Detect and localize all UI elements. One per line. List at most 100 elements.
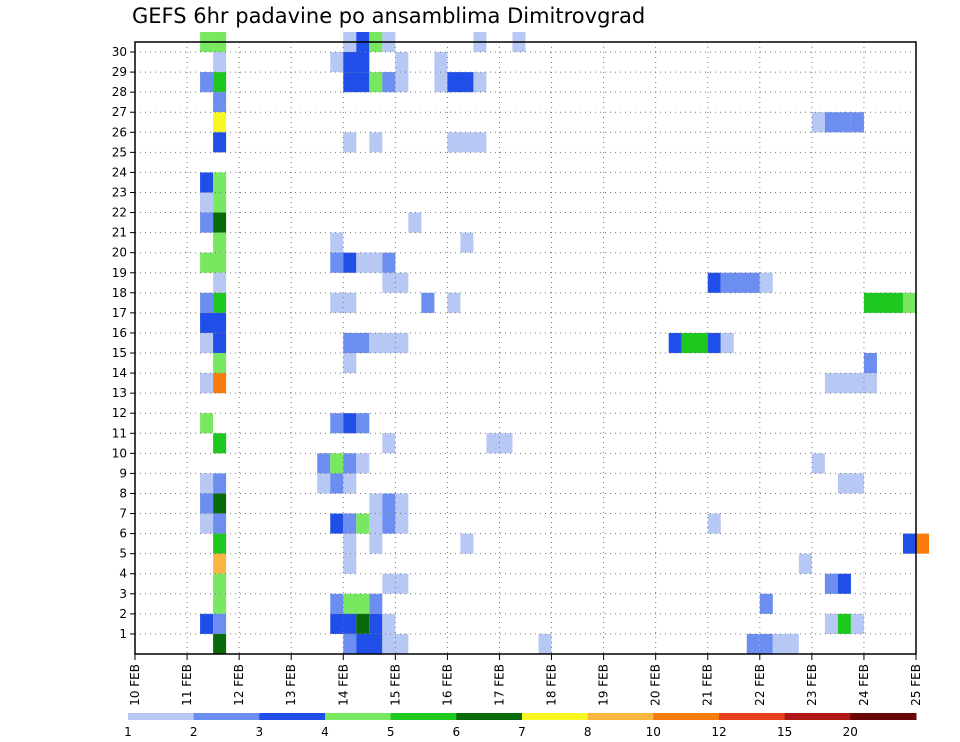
colorbar-label: 12 (711, 725, 726, 739)
precip-cell (837, 473, 864, 494)
precip-cell (408, 212, 422, 233)
y-tick-label: 19 (112, 266, 127, 280)
precip-cell (382, 573, 409, 594)
precip-cell (382, 613, 396, 634)
x-tick-label: 25 FEB (909, 664, 923, 706)
precip-cell (421, 292, 435, 313)
precip-cell (213, 593, 227, 614)
precip-cell (213, 172, 227, 193)
colorbar-label: 1 (124, 725, 132, 739)
precip-cell (343, 72, 370, 93)
precip-cell (213, 72, 227, 93)
precip-cell (395, 72, 409, 93)
precip-cell (213, 292, 227, 313)
precip-cell (382, 252, 396, 273)
y-tick-label: 14 (112, 366, 127, 380)
y-tick-label: 1 (119, 627, 127, 641)
y-tick-label: 28 (112, 85, 127, 99)
y-tick-label: 30 (112, 45, 127, 59)
precip-cell (369, 493, 383, 514)
precip-cell (213, 272, 227, 293)
colorbar-label: 7 (518, 725, 526, 739)
y-tick-label: 15 (112, 346, 127, 360)
precip-cell (681, 332, 708, 354)
precip-cell (200, 72, 214, 93)
precip-cell (213, 533, 227, 554)
precip-cell (213, 553, 227, 574)
precip-cell (200, 252, 227, 273)
precip-cell (213, 513, 227, 534)
precip-cell (343, 453, 357, 474)
precip-cell (720, 332, 734, 354)
plot-frame (134, 41, 917, 655)
precip-cell (356, 513, 370, 534)
y-tick-label: 26 (112, 125, 127, 139)
precip-cell (902, 533, 916, 554)
precip-cell (213, 493, 227, 514)
precip-cell (707, 513, 721, 534)
precip-cell (343, 252, 357, 273)
precip-cell (746, 633, 760, 654)
precip-cell (356, 613, 370, 634)
precip-cell (863, 292, 903, 313)
precip-cell (200, 513, 214, 534)
precip-cell (356, 252, 383, 273)
precip-cell (382, 433, 396, 454)
y-tick-label: 17 (112, 306, 127, 320)
precip-cell (447, 292, 461, 313)
precip-cell (200, 413, 214, 434)
precip-cell (850, 112, 864, 133)
precip-cell (473, 72, 487, 93)
x-tick-label: 23 FEB (805, 664, 819, 706)
precip-cell (720, 272, 760, 293)
precip-cell (824, 373, 877, 394)
heatmap-cells (200, 31, 930, 654)
precip-cell (824, 613, 838, 634)
precip-cell (668, 332, 682, 354)
colorbar-swatch (456, 713, 523, 720)
y-tick-label: 3 (119, 587, 127, 601)
precip-cell (447, 72, 474, 93)
colorbar-swatch (325, 713, 392, 720)
precip-cell (343, 633, 357, 654)
grid-lines (135, 42, 916, 654)
precip-cell (434, 72, 448, 93)
precip-cell (824, 573, 838, 594)
y-tick-label: 7 (119, 507, 127, 521)
precip-cell (330, 413, 344, 434)
y-tick-label: 16 (112, 326, 127, 340)
precip-cell (538, 633, 552, 654)
y-tick-label: 29 (112, 65, 127, 79)
precip-cell (213, 373, 227, 394)
precip-cell (200, 312, 227, 333)
x-tick-label: 24 FEB (857, 664, 871, 706)
precip-cell (759, 272, 773, 293)
precip-cell (343, 52, 370, 73)
y-tick-label: 12 (112, 406, 127, 420)
precip-cell (213, 112, 227, 133)
precip-cell (330, 513, 344, 534)
precip-cell (798, 553, 812, 574)
colorbar-label: 8 (584, 725, 592, 739)
precip-cell (343, 553, 357, 574)
precip-cell (200, 172, 214, 193)
precip-cell (772, 633, 799, 654)
precip-cell (369, 332, 409, 354)
precip-cell (811, 112, 825, 133)
precip-cell (382, 72, 396, 93)
precip-cell (382, 633, 409, 654)
y-tick-label: 21 (112, 226, 127, 240)
y-tick-label: 18 (112, 286, 127, 300)
precip-cell (330, 473, 344, 494)
colorbar-swatch (193, 713, 260, 720)
y-tick-label: 6 (119, 527, 127, 541)
precip-cell (343, 533, 357, 554)
precip-cell (395, 52, 409, 73)
precip-cell (382, 493, 396, 514)
precip-cell (200, 212, 214, 233)
x-tick-label: 13 FEB (284, 664, 298, 706)
precip-cell (213, 633, 227, 654)
precip-cell (213, 353, 227, 374)
colorbar-swatch (850, 713, 917, 720)
